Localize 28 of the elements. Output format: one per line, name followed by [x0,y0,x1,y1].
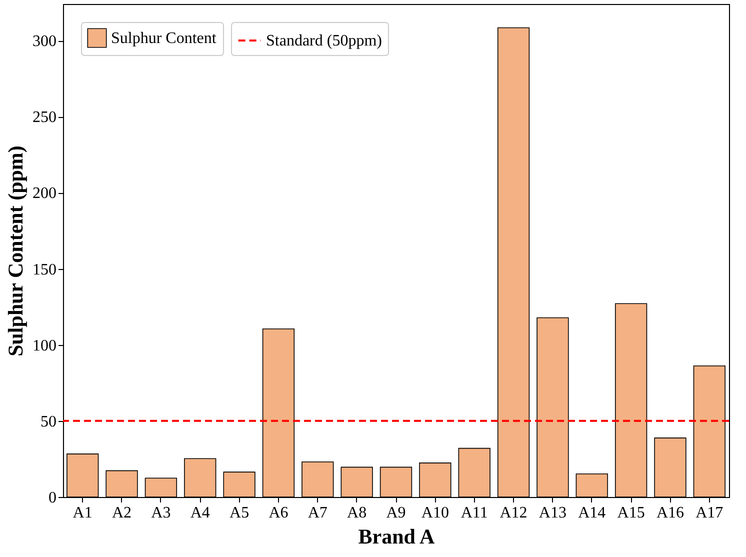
x-tick-label: A10 [421,504,449,522]
x-tick-label: A4 [190,504,210,522]
y-tick-label: 300 [32,33,56,50]
legend-label: Standard (50ppm) [266,32,382,50]
x-tick-label: A12 [500,504,528,522]
y-tick-label: 150 [32,261,56,278]
x-tick-label: A11 [460,504,488,522]
x-tick-label: A6 [268,504,288,522]
y-tick-label: 100 [32,337,56,354]
y-tick-label: 0 [48,490,56,506]
y-axis-title: Sulphur Content (ppm) [4,146,28,356]
x-tick-label: A1 [72,504,92,522]
x-tick-label: A14 [578,504,606,522]
x-tick-label: A8 [347,504,367,522]
y-tick-label: 50 [40,413,56,430]
x-axis-title: Brand A [358,524,436,548]
legend-label: Sulphur Content [111,30,217,47]
x-tick-label: A15 [617,504,645,522]
y-tick-label: 250 [32,109,56,126]
x-tick-label: A2 [112,504,132,522]
x-tick-label: A16 [656,504,684,522]
x-tick-label: A13 [538,504,566,522]
y-tick-label: 200 [32,185,56,202]
x-tick-label: A9 [386,504,406,522]
x-tick-label: A3 [151,504,171,522]
x-tick-label: A17 [696,504,724,522]
x-tick-label: A7 [308,504,328,522]
x-tick-label: A5 [230,504,250,522]
